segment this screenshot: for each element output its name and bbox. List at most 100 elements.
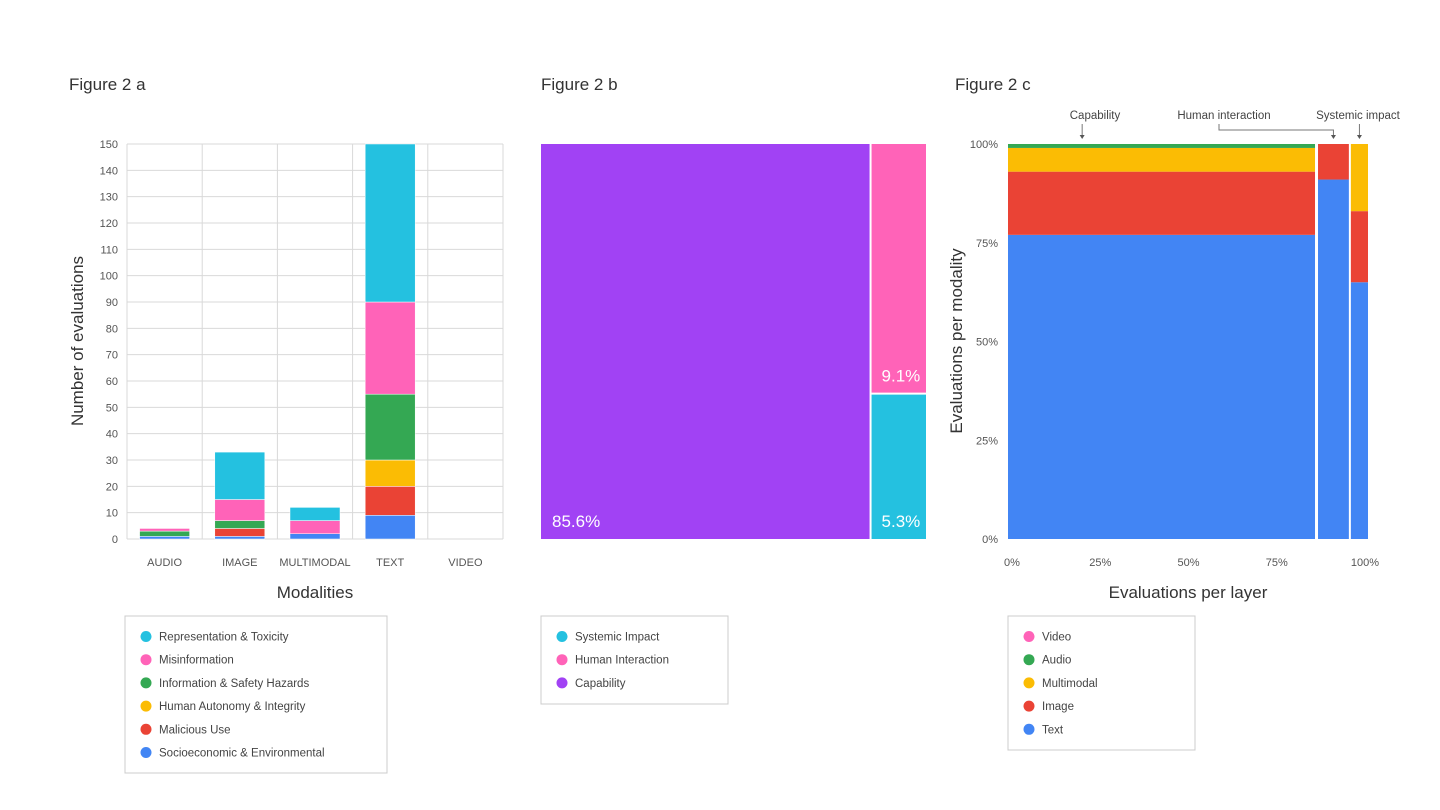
bar-segment-text-4 <box>364 301 416 395</box>
legend-swatch-icon <box>1023 677 1035 689</box>
bar-segment-text-3 <box>364 393 416 461</box>
y-tick-label: 120 <box>100 218 118 230</box>
figure-2b-treemap: 85.6% 9.1% 5.3% <box>541 144 926 539</box>
annotation-leader <box>1218 124 1334 137</box>
mosaic-segment-multimodal <box>1350 144 1368 212</box>
x-tick-label: 25% <box>1089 557 1111 569</box>
figure-2a-bars <box>139 143 416 540</box>
y-tick-label: 150 <box>100 139 118 151</box>
treemap-label: 85.6% <box>552 512 600 531</box>
bar-segment-text-5 <box>364 143 416 303</box>
legend-swatch-icon <box>1023 654 1035 666</box>
legend-swatch-icon <box>1023 723 1035 735</box>
figure-2c-y-axis-title: Evaluations per modality <box>947 248 966 434</box>
figure-2a-y-axis-title: Number of evaluations <box>68 256 87 426</box>
arrow-down-icon <box>1079 135 1085 139</box>
treemap-cell-systemic-impact <box>871 394 926 539</box>
x-tick-label: 0% <box>1004 557 1020 569</box>
legend-item: Information & Safety Hazards <box>159 678 309 690</box>
legend-box <box>124 615 388 774</box>
bar-segment-text-1 <box>364 486 416 516</box>
figure-2a-title: Figure 2 a <box>69 75 146 94</box>
mosaic-segment-image <box>1318 144 1349 180</box>
legend-swatch-icon <box>140 631 152 642</box>
bar-segment-image-5 <box>214 451 266 500</box>
y-tick-label: 60 <box>106 376 118 388</box>
bar-segment-multimodal-0 <box>289 533 341 540</box>
legend-item: Image <box>1042 701 1074 713</box>
x-tick-label: TEXT <box>376 557 404 569</box>
y-tick-label: 25% <box>976 435 998 447</box>
legend-item: Human Interaction <box>575 655 669 667</box>
treemap-cell-capability <box>541 144 870 539</box>
legend-swatch-icon <box>140 747 152 758</box>
figure-2a-labels: 0 10 20 30 40 50 60 70 80 90 100 110 120 130 140 150 AUD… <box>100 139 483 569</box>
y-tick-label: 30 <box>106 455 118 467</box>
figure-2a-x-axis-title: Modalities <box>277 583 354 602</box>
mosaic-segment-image <box>1350 211 1368 283</box>
y-tick-label: 0 <box>112 534 118 546</box>
x-tick-label: IMAGE <box>222 557 257 569</box>
annotation-systemic-impact: Systemic impact <box>1316 110 1401 122</box>
y-tick-label: 40 <box>106 429 118 441</box>
x-tick-label: AUDIO <box>147 557 182 569</box>
legend-item: Multimodal <box>1042 678 1098 690</box>
y-tick-label: 70 <box>106 350 118 362</box>
y-tick-label: 10 <box>106 508 118 520</box>
bar-segment-audio-0 <box>139 536 190 540</box>
x-tick-label: 100% <box>1351 557 1379 569</box>
legend-item: Video <box>1042 632 1071 644</box>
legend-item: Capability <box>575 678 626 690</box>
y-tick-label: 0% <box>982 534 998 546</box>
arrow-down-icon <box>1356 135 1362 139</box>
legend-box <box>540 615 729 705</box>
bar-segment-image-1 <box>214 528 266 537</box>
legend-item: Malicious Use <box>159 724 231 736</box>
legend-item: Socioeconomic & Environmental <box>159 748 325 760</box>
y-tick-label: 110 <box>100 244 118 256</box>
x-tick-label: 75% <box>1266 557 1288 569</box>
x-tick-label: MULTIMODAL <box>279 557 350 569</box>
y-tick-label: 50 <box>106 402 118 414</box>
y-tick-label: 75% <box>976 238 998 250</box>
legend-item: Systemic Impact <box>575 632 660 644</box>
mosaic-segment-audio <box>1008 144 1316 148</box>
legend-swatch-icon <box>1023 631 1035 642</box>
legend-item: Human Autonomy & Integrity <box>159 701 306 713</box>
legends: Representation & Toxicity Misinformation I… <box>124 615 1196 774</box>
x-tick-label: VIDEO <box>448 557 483 569</box>
figure-2c-title: Figure 2 c <box>955 75 1031 94</box>
bar-segment-image-4 <box>214 499 266 521</box>
annotation-capability: Capability <box>1070 110 1121 122</box>
legend-item: Representation & Toxicity <box>159 632 289 644</box>
legend-item: Misinformation <box>159 655 234 667</box>
legend-swatch-icon <box>1023 700 1035 712</box>
bar-segment-audio-3 <box>139 530 190 537</box>
figure-2c-mosaic: 0% 25% 50% 75% 100% 0% 25% 50% 75% 100% Capability… <box>970 110 1401 569</box>
y-tick-label: 20 <box>106 481 118 493</box>
mosaic-segment-text <box>1008 234 1316 539</box>
legend-swatch-icon <box>556 654 568 666</box>
legend-swatch-icon <box>140 723 152 735</box>
legend-box <box>1007 615 1196 751</box>
bar-segment-multimodal-5 <box>289 507 341 521</box>
y-tick-label: 80 <box>106 323 118 335</box>
bar-segment-text-2 <box>364 459 416 487</box>
y-tick-label: 100% <box>970 139 998 151</box>
y-tick-label: 50% <box>976 337 998 349</box>
mosaic-segment-multimodal <box>1008 147 1316 172</box>
legend-item: Text <box>1042 724 1064 736</box>
arrow-down-icon <box>1330 135 1336 139</box>
bar-segment-multimodal-4 <box>289 520 341 534</box>
bar-segment-audio-4 <box>139 528 190 532</box>
figure-2c-x-axis-title: Evaluations per layer <box>1109 583 1268 602</box>
treemap-cell-human-interaction <box>871 144 926 393</box>
legend-swatch-icon <box>140 700 152 712</box>
legend-swatch-icon <box>140 677 152 689</box>
legend-swatch-icon <box>556 631 568 642</box>
legend-swatch-icon <box>140 654 152 666</box>
treemap-label: 9.1% <box>882 367 921 386</box>
y-tick-label: 100 <box>100 271 118 283</box>
